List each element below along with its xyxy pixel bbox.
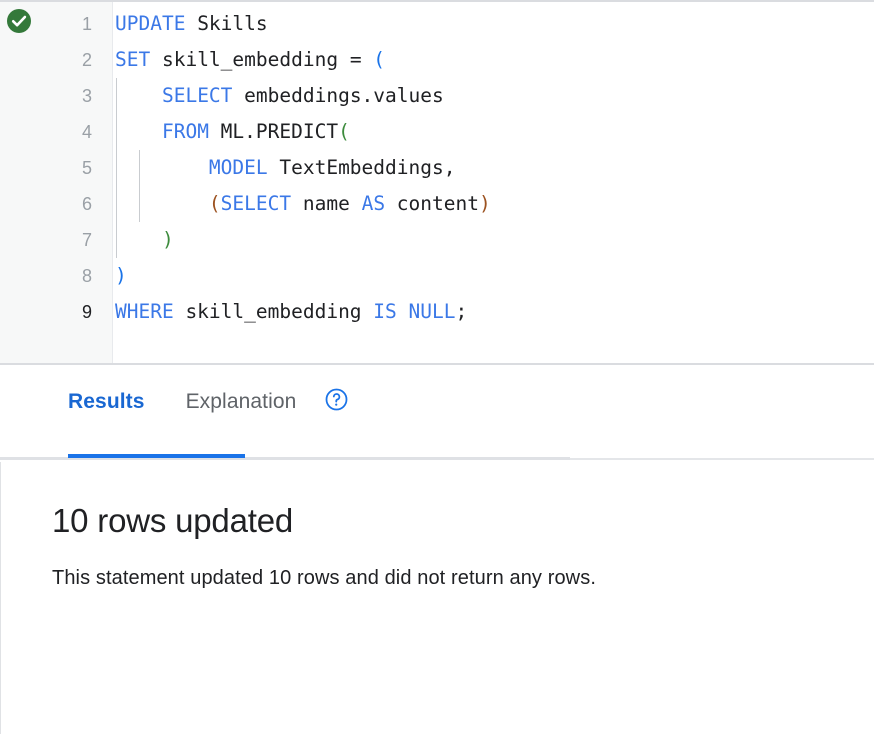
code-line[interactable]: 5 MODEL TextEmbeddings, [0,150,874,186]
check-circle-icon [7,9,31,33]
indent-guide [116,78,117,114]
code-text: UPDATE Skills [115,12,268,35]
tab-explanation[interactable]: Explanation [185,390,297,413]
results-tabbar: Results Explanation [0,365,874,462]
line-number: 9 [81,302,92,322]
active-tab-indicator [68,454,245,458]
code-text: FROM ML.PREDICT( [161,120,350,143]
tabbar-divider [0,457,570,460]
editor-gutter [0,2,113,363]
help-circle-icon[interactable] [324,387,349,417]
line-number: 2 [81,50,92,70]
tab-list: Results Explanation [68,387,349,417]
line-number: 3 [81,86,92,106]
results-panel: 10 rows updated This statement updated 1… [0,462,874,734]
code-line[interactable]: 4 FROM ML.PREDICT( [0,114,874,150]
code-text: SET skill_embedding = ( [115,48,386,71]
line-number: 6 [81,194,92,214]
code-line[interactable]: 7 ) [0,222,874,258]
code-lines[interactable]: 1 UPDATE Skills 2 SET skill_embedding = ( 3 … [0,6,874,330]
line-number: 7 [81,230,92,250]
line-number: 1 [81,14,92,34]
indent-guide [139,186,141,222]
code-line[interactable]: 1 UPDATE Skills [0,6,874,42]
indent-guide [139,150,141,186]
line-number: 5 [81,158,92,178]
indent-guide [116,222,117,258]
code-line[interactable]: 3 SELECT embeddings.values [0,78,874,114]
results-title: 10 rows updated [52,502,294,539]
code-line[interactable]: 2 SET skill_embedding = ( [0,42,874,78]
sql-editor[interactable]: 1 UPDATE Skills 2 SET skill_embedding = ( 3 … [0,0,874,365]
code-text: ) [115,264,127,287]
tab-results[interactable]: Results [68,390,145,413]
line-number: 4 [81,122,92,142]
code-line[interactable]: 9 WHERE skill_embedding IS NULL; [0,294,874,330]
code-line[interactable]: 6 (SELECT name AS content) [0,186,874,222]
results-description: This statement updated 10 rows and did n… [52,567,596,589]
indent-guide [116,186,117,222]
indent-guide [116,150,117,186]
code-text: WHERE skill_embedding IS NULL; [115,300,468,323]
code-text: MODEL TextEmbeddings, [208,156,456,179]
line-number: 8 [81,266,92,286]
code-line[interactable]: 8) [0,258,874,294]
indent-guide [116,114,117,150]
code-text: (SELECT name AS content) [208,192,491,215]
code-text: SELECT embeddings.values [161,84,444,107]
code-text: ) [161,228,174,251]
